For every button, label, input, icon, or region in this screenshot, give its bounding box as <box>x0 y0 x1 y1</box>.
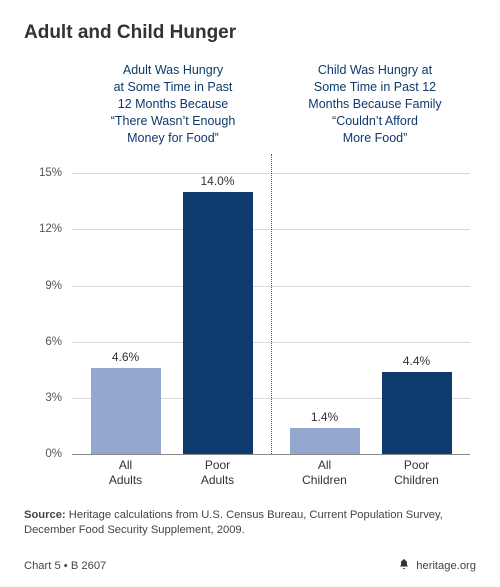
y-tick-label: 15% <box>24 167 68 179</box>
bar-value-label: 1.4% <box>290 410 360 424</box>
source-line: Source: Heritage calculations from U.S. … <box>24 508 476 538</box>
footer: Chart 5 • B 2607 heritage.org <box>24 558 476 573</box>
group-divider <box>271 154 272 454</box>
bar-value-label: 14.0% <box>183 174 253 188</box>
subtitle-child: Child Was Hungry atSome Time in Past 12M… <box>274 62 476 146</box>
x-tick-label: PoorAdults <box>183 458 253 488</box>
y-tick-label: 12% <box>24 223 68 235</box>
footer-left: Chart 5 • B 2607 <box>24 560 106 572</box>
y-tick-label: 9% <box>24 280 68 292</box>
subtitle-adult: Adult Was Hungryat Some Time in Past12 M… <box>72 62 274 146</box>
chart-title: Adult and Child Hunger <box>24 22 476 44</box>
y-tick-label: 6% <box>24 336 68 348</box>
y-tick-label: 0% <box>24 448 68 460</box>
source-label: Source: <box>24 509 66 521</box>
x-tick-label: AllChildren <box>290 458 360 488</box>
bar: 14.0% <box>183 192 253 455</box>
bar: 4.4% <box>382 372 452 455</box>
bar-value-label: 4.6% <box>91 350 161 364</box>
bar-value-label: 4.4% <box>382 354 452 368</box>
bar: 4.6% <box>91 368 161 454</box>
footer-right: heritage.org <box>416 560 476 572</box>
y-tick-label: 3% <box>24 392 68 404</box>
source-text: Heritage calculations from U.S. Census B… <box>24 509 443 536</box>
bar: 1.4% <box>290 428 360 454</box>
x-tick-label: PoorChildren <box>382 458 452 488</box>
gridline <box>72 454 470 455</box>
subtitle-row: Adult Was Hungryat Some Time in Past12 M… <box>72 62 476 146</box>
bar-chart: 0%3%6%9%12%15%4.6%AllAdults14.0%PoorAdul… <box>24 154 476 494</box>
x-tick-label: AllAdults <box>91 458 161 488</box>
bell-icon <box>398 558 410 573</box>
